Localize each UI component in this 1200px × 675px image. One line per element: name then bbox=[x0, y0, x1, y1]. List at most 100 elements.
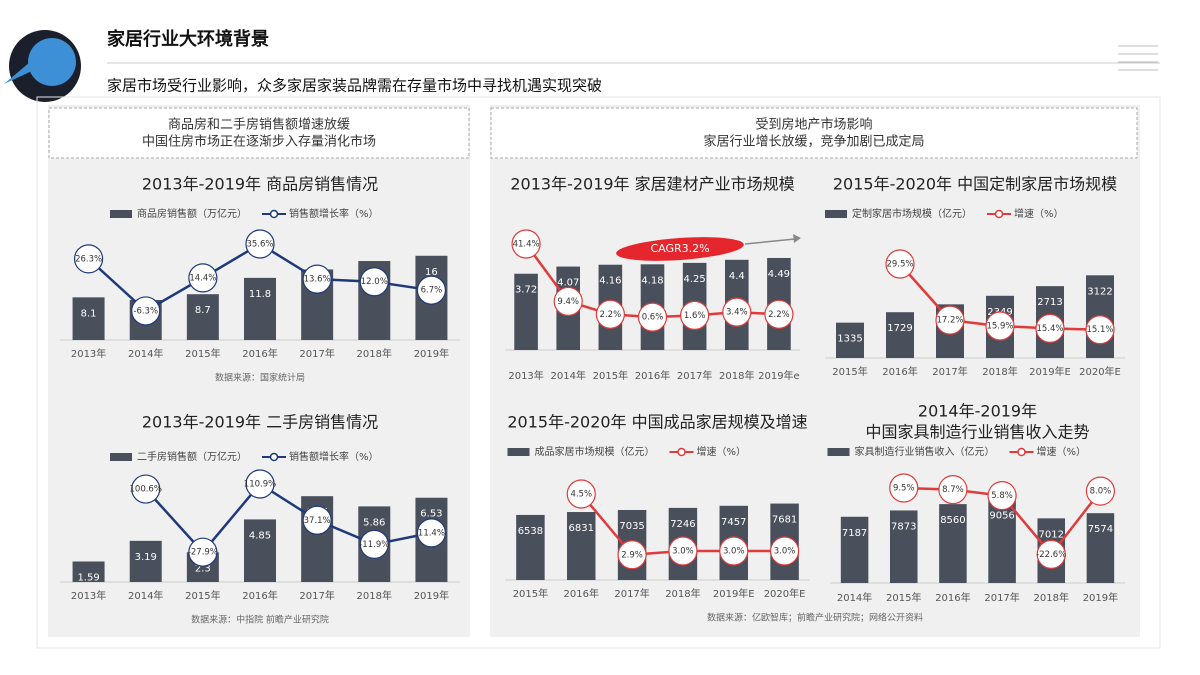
point-label: -22.6% bbox=[1036, 550, 1066, 560]
point-label: -6.3% bbox=[133, 306, 158, 316]
x-tick-label: 2015年 bbox=[593, 369, 628, 382]
point-label: 8.7% bbox=[942, 485, 964, 495]
page-subtitle: 家居市场受行业影响，众多家居家装品牌需在存量市场中寻找机遇实现突破 bbox=[107, 77, 602, 95]
bar-label: 7457 bbox=[721, 517, 746, 528]
bar-label: 1335 bbox=[837, 334, 862, 345]
line-point bbox=[595, 299, 625, 329]
x-tick-label: 2020年E bbox=[764, 587, 806, 600]
line-point bbox=[987, 481, 1017, 511]
legend-swatch bbox=[110, 453, 132, 461]
x-tick-label: 2016年 bbox=[242, 347, 277, 360]
bar-label: 4.07 bbox=[557, 278, 579, 289]
panel-heading: 家居行业增长放缓，竞争加剧已成定局 bbox=[703, 134, 924, 150]
x-tick-label: 2017年 bbox=[614, 587, 649, 600]
point-label: 41.4% bbox=[513, 240, 540, 250]
page-title: 家居行业大环境背景 bbox=[107, 28, 269, 50]
x-tick-label: 2019年E bbox=[713, 587, 755, 600]
x-tick-label: 2017年 bbox=[932, 365, 967, 378]
x-tick-label: 2017年 bbox=[677, 369, 712, 382]
annotation-arrowhead bbox=[793, 234, 801, 243]
line-point bbox=[769, 536, 800, 566]
bar-label: 3122 bbox=[1087, 286, 1112, 297]
bar-label: 8.7 bbox=[195, 305, 211, 316]
annotation: CAGR3.2% bbox=[650, 242, 709, 255]
legend-swatch bbox=[269, 209, 279, 219]
legend-swatch bbox=[1017, 447, 1026, 457]
point-label: 15.9% bbox=[986, 322, 1013, 332]
x-tick-label: 2018年 bbox=[665, 587, 700, 600]
point-label: 3.4% bbox=[726, 308, 748, 318]
bar bbox=[186, 294, 219, 340]
bar bbox=[886, 312, 914, 358]
x-tick-label: 2016年 bbox=[242, 589, 277, 602]
line-point bbox=[637, 302, 668, 332]
bar-label: 8.1 bbox=[81, 308, 97, 319]
line-point bbox=[131, 474, 161, 504]
line-point bbox=[188, 263, 218, 293]
point-label: 110.9% bbox=[244, 480, 276, 490]
bar bbox=[836, 322, 864, 358]
x-tick-label: 2015年 bbox=[513, 587, 548, 600]
bar-label: 4.18 bbox=[641, 275, 663, 286]
source-note: 数据来源：国家统计局 bbox=[215, 372, 305, 384]
x-tick-label: 2019年E bbox=[1029, 365, 1071, 378]
point-label: 2.2% bbox=[600, 310, 622, 320]
bar-label: 6538 bbox=[518, 526, 543, 537]
x-tick-label: 2013年 bbox=[71, 589, 106, 602]
bar bbox=[988, 499, 1016, 583]
legend-label: 商品房销售额（万亿元） bbox=[137, 207, 247, 220]
bar-label: 7574 bbox=[1088, 524, 1113, 535]
x-tick-label: 2019年 bbox=[1083, 591, 1118, 604]
x-tick-label: 2014年 bbox=[128, 589, 163, 602]
bar-label: 4.25 bbox=[684, 274, 706, 285]
line-point bbox=[680, 300, 710, 330]
bar-label: 9056 bbox=[989, 511, 1014, 522]
panel-heading: 商品房和二手房销售额增速放缓 bbox=[168, 117, 350, 133]
line-point bbox=[719, 536, 749, 566]
bar-label: 4.16 bbox=[599, 276, 621, 287]
line-point bbox=[617, 540, 647, 570]
line-point bbox=[416, 518, 447, 548]
point-label: 0.6% bbox=[642, 313, 664, 323]
logo-wing bbox=[4, 62, 34, 84]
chart-title: 2015年-2020年 中国成品家居规模及增速 bbox=[507, 413, 807, 432]
x-tick-label: 2017年 bbox=[299, 347, 334, 360]
line-point bbox=[935, 305, 965, 335]
bar-label: 5.86 bbox=[363, 517, 385, 528]
point-label: 29.5% bbox=[886, 260, 913, 270]
source-note: 数据来源：中指院 前瞻产业研究院 bbox=[191, 614, 329, 626]
chart-title: 中国家具制造行业销售收入走势 bbox=[865, 423, 1089, 442]
x-tick-label: 2015年 bbox=[886, 591, 921, 604]
panel-heading-box bbox=[490, 107, 1138, 159]
bar bbox=[889, 510, 918, 583]
point-label: 8.0% bbox=[1090, 487, 1112, 497]
point-label: 2.2% bbox=[768, 310, 790, 320]
point-label: 3.0% bbox=[723, 546, 745, 556]
point-label: 6.7% bbox=[421, 286, 443, 296]
line-point bbox=[511, 229, 541, 259]
line-point bbox=[985, 311, 1015, 341]
bar-label: 7187 bbox=[842, 528, 867, 539]
x-tick-label: 2019年 bbox=[414, 347, 449, 360]
point-label: 9.4% bbox=[557, 297, 579, 307]
line-point bbox=[359, 267, 389, 297]
bar-label: 4.85 bbox=[249, 530, 271, 541]
point-label: 14.4% bbox=[189, 273, 216, 283]
chart-title: 2015年-2020年 中国定制家居市场规模 bbox=[833, 175, 1117, 194]
x-tick-label: 2014年 bbox=[128, 347, 163, 360]
bar-label: 8560 bbox=[940, 515, 965, 526]
bar-label: 1.59 bbox=[77, 572, 99, 583]
bar-label: 7035 bbox=[619, 521, 644, 532]
bar-label: 1729 bbox=[887, 323, 912, 334]
point-label: 5.8% bbox=[991, 491, 1013, 501]
x-tick-label: 2015年 bbox=[185, 347, 220, 360]
bar bbox=[939, 504, 967, 583]
x-tick-label: 2018年 bbox=[982, 365, 1017, 378]
line-point bbox=[885, 249, 915, 279]
x-tick-label: 2016年 bbox=[635, 369, 670, 382]
line-point bbox=[1036, 539, 1066, 569]
x-tick-label: 2017年 bbox=[984, 591, 1019, 604]
bar-label: 16 bbox=[425, 267, 438, 278]
bar bbox=[514, 273, 538, 350]
